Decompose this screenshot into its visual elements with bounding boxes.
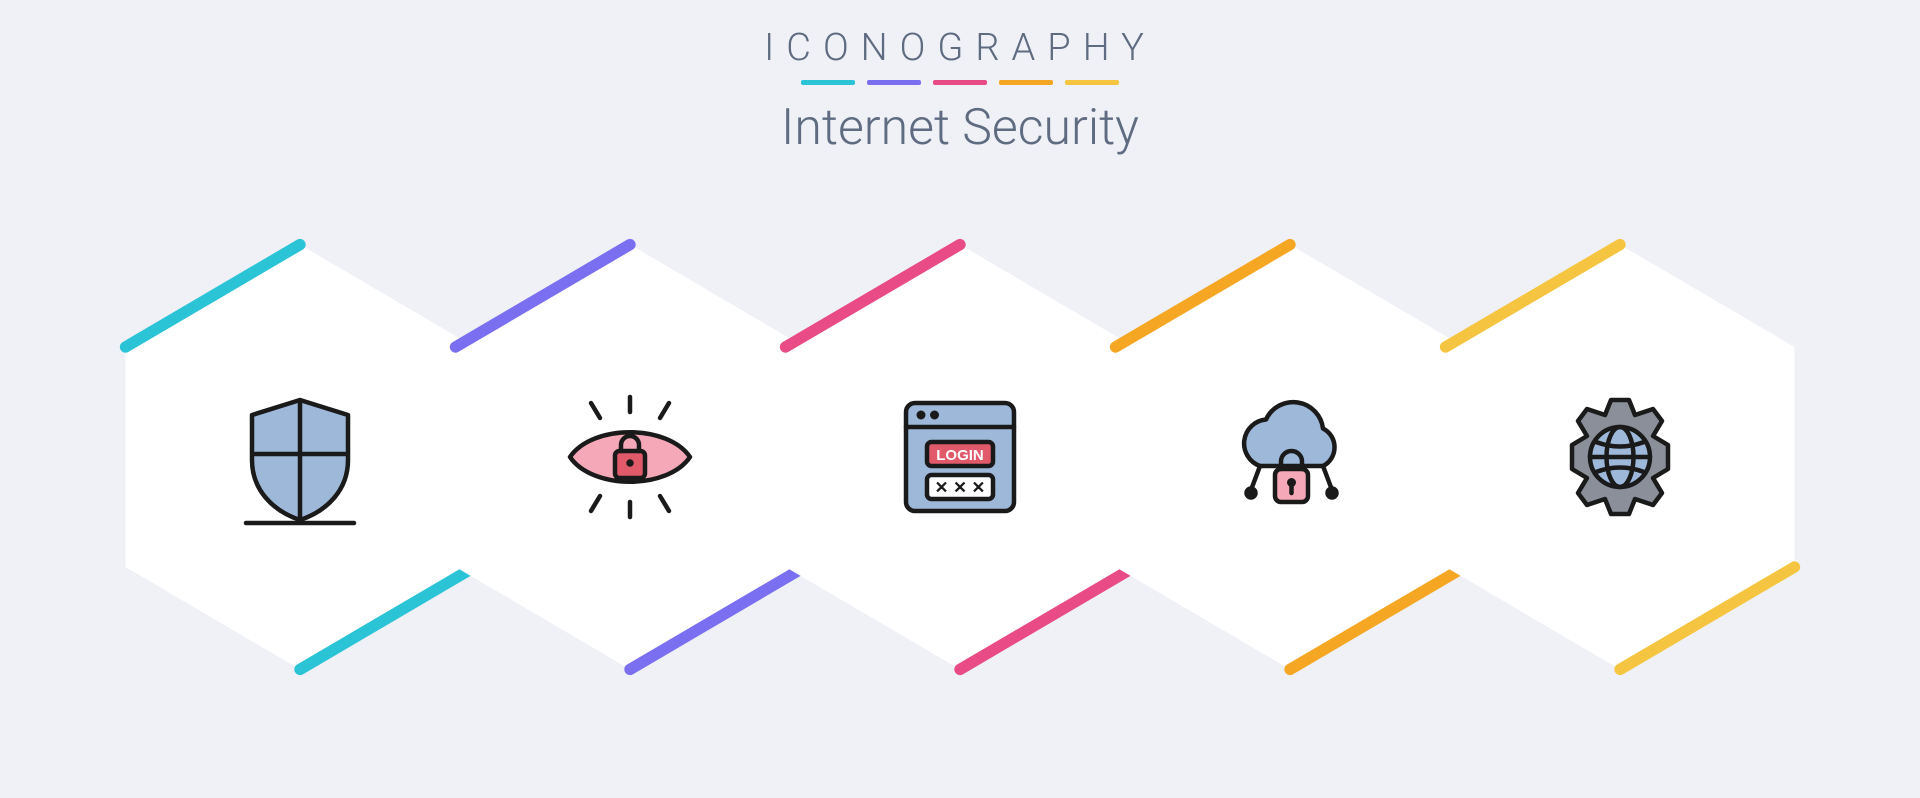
accent-bar bbox=[1065, 80, 1119, 85]
page-title: Internet Security bbox=[764, 99, 1156, 157]
cloud-lock-icon bbox=[1215, 382, 1365, 532]
accent-bar bbox=[801, 80, 855, 85]
accent-bar bbox=[867, 80, 921, 85]
header: ICONOGRAPHY Internet Security bbox=[764, 26, 1156, 157]
icon-row: LOGIN ✕ ✕ ✕ bbox=[0, 197, 1920, 717]
hex-card bbox=[1100, 237, 1480, 677]
shield-icon bbox=[225, 382, 375, 532]
accent-bars bbox=[764, 80, 1156, 85]
login-window-icon: LOGIN ✕ ✕ ✕ bbox=[885, 382, 1035, 532]
hex-card bbox=[1430, 237, 1810, 677]
globe-gear-icon bbox=[1545, 382, 1695, 532]
accent-bar bbox=[933, 80, 987, 85]
hex-card bbox=[440, 237, 820, 677]
accent-bar bbox=[999, 80, 1053, 85]
hex-card: LOGIN ✕ ✕ ✕ bbox=[770, 237, 1150, 677]
brand-text: ICONOGRAPHY bbox=[764, 26, 1156, 70]
login-label: LOGIN bbox=[936, 447, 984, 464]
svg-text:✕ ✕ ✕: ✕ ✕ ✕ bbox=[935, 479, 986, 497]
eye-lock-icon bbox=[555, 382, 705, 532]
hex-card bbox=[110, 237, 490, 677]
